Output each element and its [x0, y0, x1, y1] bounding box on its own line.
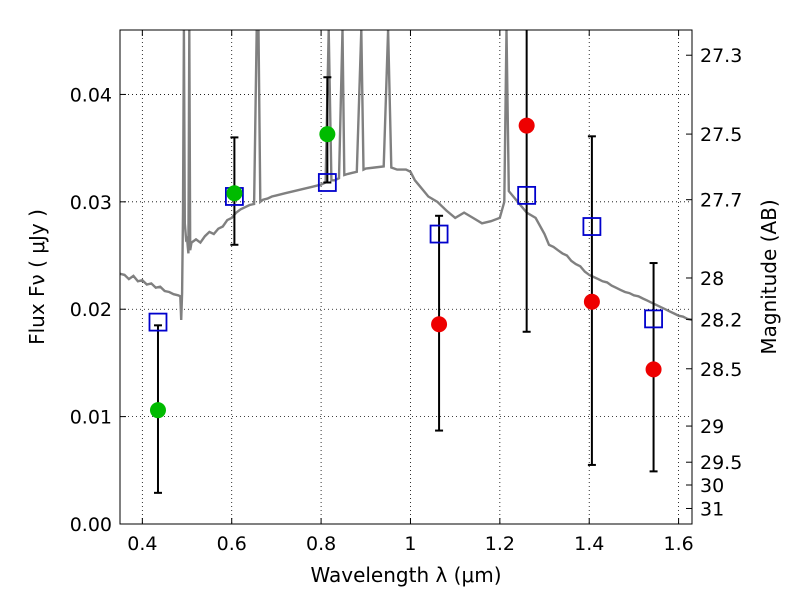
- observed-flux-square: [317, 173, 337, 192]
- right-tick-label: 31: [700, 498, 724, 520]
- x-tick-label: 0.4: [127, 533, 157, 555]
- right-tick-label: 29: [700, 416, 724, 438]
- y-tick-label: 0.01: [70, 407, 112, 429]
- x-tick-label: 1.4: [574, 533, 604, 555]
- model-spectrum-line: [120, 30, 692, 322]
- model-spectrum-layer: [120, 30, 692, 322]
- right-tick-label: 27.7: [700, 190, 742, 212]
- observed-flux-square: [517, 185, 537, 205]
- x-axis-title: Wavelength λ (μm): [310, 563, 501, 587]
- red-model-point: [431, 316, 448, 333]
- observed-flux-square: [644, 309, 663, 329]
- observed-flux-square: [429, 224, 449, 244]
- marker-layer: [148, 117, 663, 419]
- green-model-point: [319, 126, 336, 143]
- red-model-point: [645, 361, 662, 378]
- observed-flux-square: [582, 217, 602, 236]
- y-tick-label: 0.00: [70, 514, 112, 536]
- x-tick-label: 0.8: [306, 533, 336, 555]
- right-tick-label: 29.5: [700, 452, 742, 474]
- right-tick-label: 28: [700, 268, 724, 290]
- x-tick-label: 0.6: [217, 533, 247, 555]
- errorbar-layer: [153, 30, 658, 494]
- right-tick-label: 27.3: [700, 45, 742, 67]
- right-tick-label: 28.2: [700, 309, 742, 331]
- y-tick-label: 0.02: [70, 299, 112, 321]
- x-tick-label: 1: [404, 533, 416, 555]
- red-model-point: [583, 293, 600, 310]
- right-tick-label: 28.5: [700, 359, 742, 381]
- green-model-point: [226, 185, 243, 202]
- y-tick-label: 0.03: [70, 192, 112, 214]
- right-tick-label: 27.5: [700, 124, 742, 146]
- green-model-point: [149, 402, 166, 419]
- red-model-point: [518, 117, 535, 134]
- grid-lines: [120, 30, 692, 525]
- plot-frame: [119, 29, 693, 525]
- observed-flux-square: [148, 312, 168, 332]
- right-tick-label: 30: [700, 475, 724, 497]
- tick-layer: 0.4 0.6 0.8 1 1.2 1.4 1.6 0.00 0.01 0.02 0.03 0.04 2…: [70, 30, 742, 555]
- y-axis-title: Flux Fν ( μJy ): [25, 209, 49, 345]
- x-tick-label: 1.2: [485, 533, 515, 555]
- y-tick-label: 0.04: [70, 84, 112, 106]
- x-tick-label: 1.6: [663, 533, 693, 555]
- right-axis-title: Magnitude (AB): [757, 199, 781, 354]
